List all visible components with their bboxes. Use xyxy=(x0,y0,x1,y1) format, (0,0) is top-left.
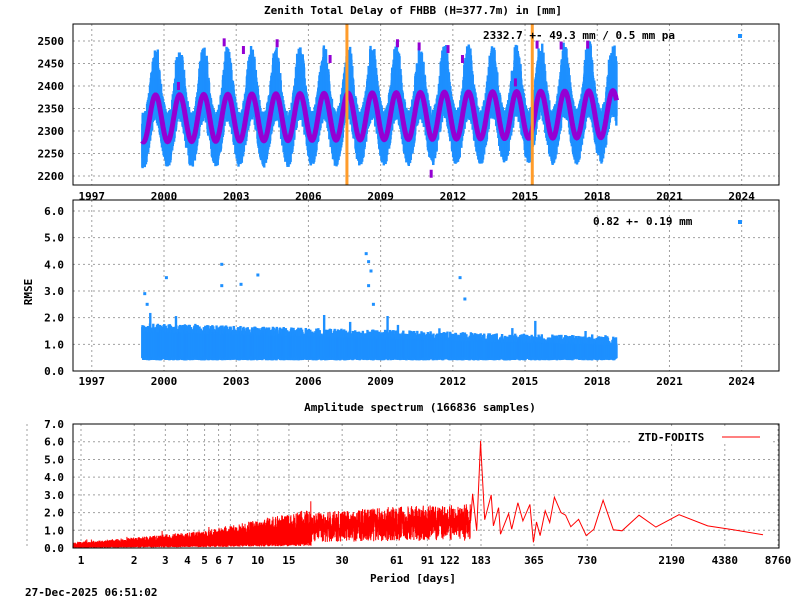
ztd-outlier xyxy=(429,169,433,178)
ztd-title: Zenith Total Delay of FHBB (H=377.7m) in… xyxy=(264,4,562,17)
ztd-plot-frame xyxy=(72,23,780,186)
ztd-outlier xyxy=(176,82,180,90)
ztd-outlier xyxy=(460,55,464,63)
ztd-outlier xyxy=(446,45,450,54)
ztd-legend-text: 2332.7 +- 49.3 mm / 0.5 mm pa xyxy=(483,29,675,42)
ztd-model-line xyxy=(140,87,619,145)
rmse-panel: 0.82 +- 0.19 mm RMSE 1997 2000 2003 2006 200… xyxy=(22,199,780,388)
ztd-outlier xyxy=(535,40,539,49)
ztd-outlier xyxy=(275,39,279,48)
ztd-outlier xyxy=(559,41,563,50)
y-tick-label: 2250 xyxy=(38,148,65,161)
ztd-outlier xyxy=(586,40,590,49)
y-tick-label: 2450 xyxy=(38,58,65,71)
ztd-outlier xyxy=(241,46,245,54)
y-tick-label: 2400 xyxy=(38,80,65,93)
ztd-outlier xyxy=(417,42,421,51)
ztd-outlier xyxy=(513,78,517,87)
y-tick-label: 2200 xyxy=(38,170,65,183)
ztd-outlier xyxy=(395,39,399,48)
y-tick-label: 2350 xyxy=(38,103,65,116)
ztd-panel: Zenith Total Delay of FHBB (H=377.7m) in… xyxy=(38,4,780,203)
ztd-outlier xyxy=(328,55,332,63)
ztd-outlier xyxy=(222,38,226,47)
y-tick-label: 2500 xyxy=(38,35,65,48)
ztd-legend-marker xyxy=(738,34,742,38)
y-tick-label: 2300 xyxy=(38,125,65,138)
